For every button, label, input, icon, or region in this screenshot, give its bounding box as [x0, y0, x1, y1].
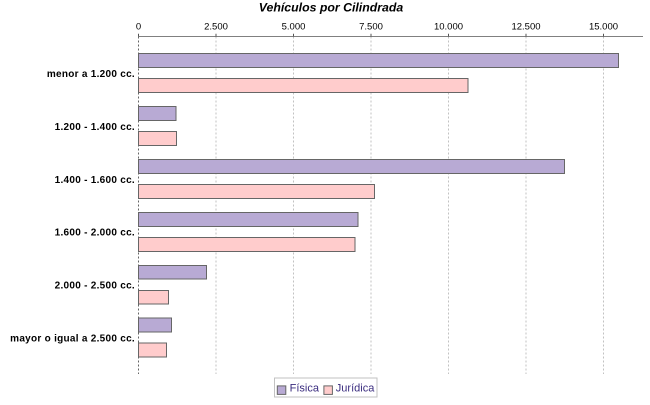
svg-text:Jurídica: Jurídica	[336, 383, 375, 395]
svg-text:2.500: 2.500	[204, 21, 228, 32]
svg-text:5.000: 5.000	[282, 21, 306, 32]
svg-text:15.000: 15.000	[589, 21, 618, 32]
svg-text:1.200 - 1.400 cc.: 1.200 - 1.400 cc.	[55, 122, 135, 133]
svg-text:mayor o igual a 2.500 cc.: mayor o igual a 2.500 cc.	[10, 334, 135, 345]
svg-text:12.500: 12.500	[511, 21, 540, 32]
svg-text:0: 0	[136, 21, 141, 32]
svg-text:7.500: 7.500	[359, 21, 383, 32]
svg-text:1.600 - 2.000 cc.: 1.600 - 2.000 cc.	[55, 228, 135, 239]
svg-text:Física: Física	[290, 383, 320, 395]
svg-text:2.000 - 2.500 cc.: 2.000 - 2.500 cc.	[55, 281, 135, 292]
svg-text:10.000: 10.000	[434, 21, 463, 32]
svg-text:Vehículos por Cilindrada: Vehículos por Cilindrada	[259, 1, 404, 15]
svg-text:menor a 1.200 cc.: menor a 1.200 cc.	[47, 69, 135, 80]
svg-text:1.400 - 1.600 cc.: 1.400 - 1.600 cc.	[55, 175, 135, 186]
